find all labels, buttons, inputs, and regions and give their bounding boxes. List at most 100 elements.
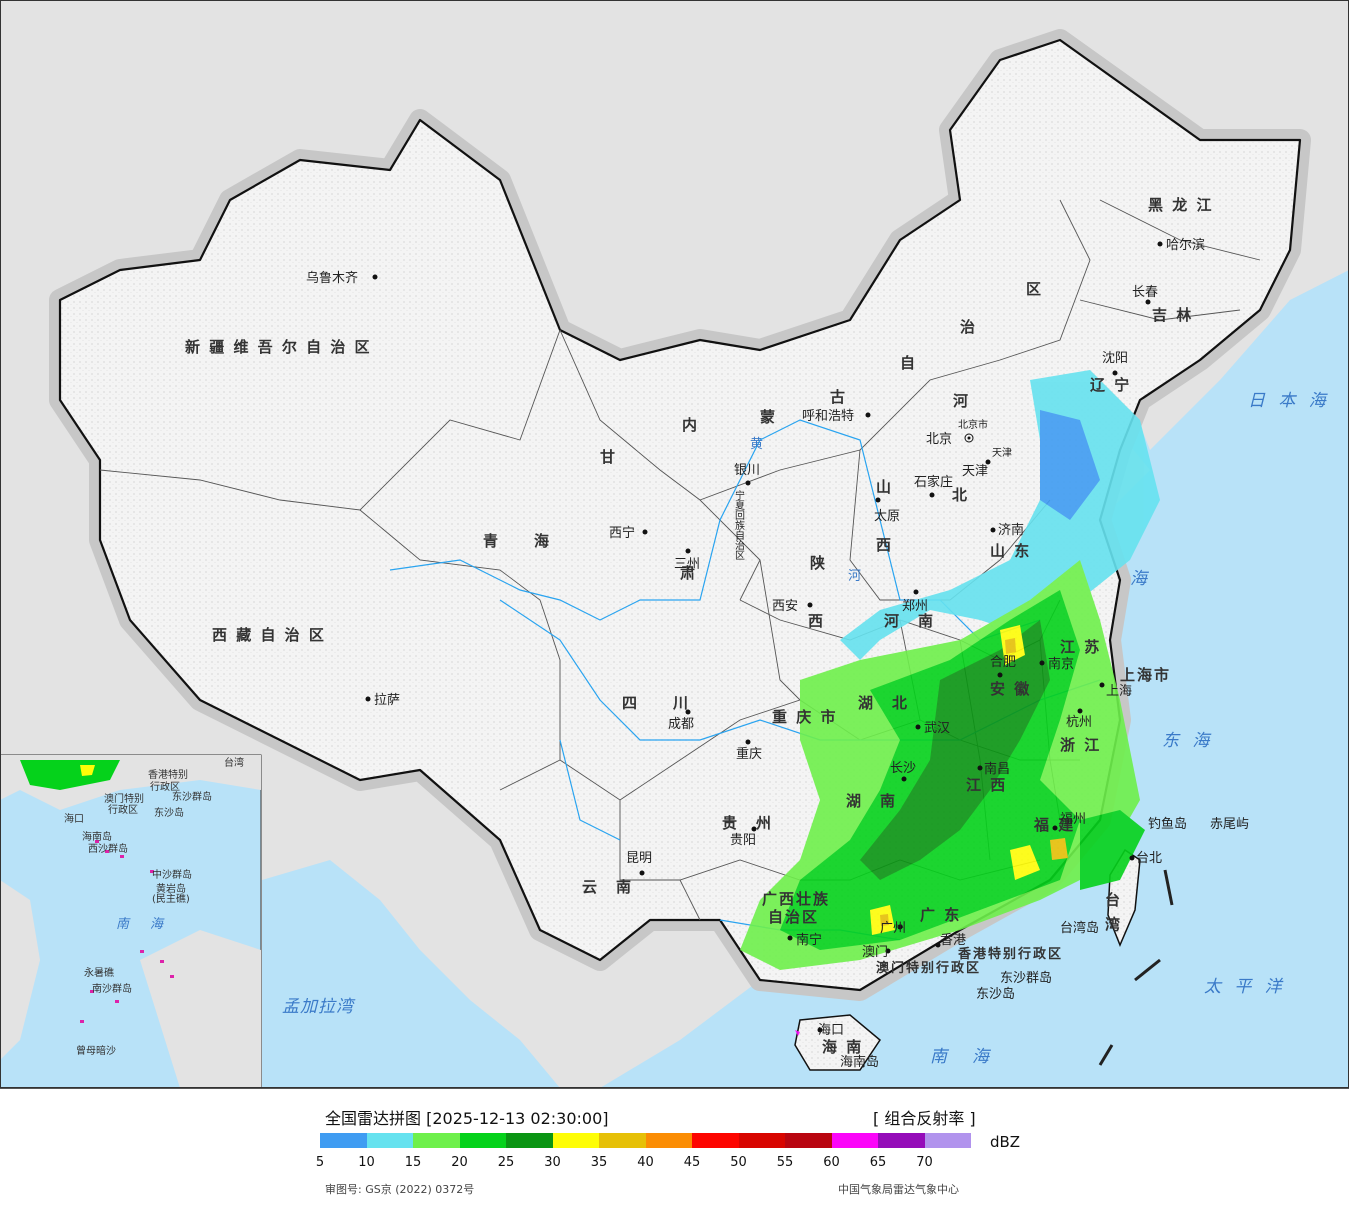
label-nanjing: 南京 [1048, 656, 1074, 672]
label-hongkong: 香港 [940, 933, 966, 948]
scale-tick-label: 10 [358, 1155, 375, 1170]
label-shenyang: 沈阳 [1102, 351, 1128, 366]
hainan-island-shape [794, 1014, 881, 1071]
scale-tick-label: 30 [544, 1155, 561, 1170]
radar-map: 新 疆 维 吾 尔 自 治 区 西 藏 自 治 区 青 海 甘 内 蒙 古 自 … [0, 0, 1349, 1088]
label-chengdu: 成都 [668, 717, 694, 732]
label-qinghai: 青 海 [483, 532, 551, 550]
label-xining: 西宁 [609, 525, 635, 541]
label-zhengzhou: 郑州 [902, 599, 928, 614]
label-macau: 澳门 [862, 944, 888, 960]
color-swatch [831, 1133, 878, 1148]
label-zhejiang: 浙 江 [1060, 736, 1101, 754]
inset-label-nansha: 南沙群岛 [92, 982, 132, 995]
label-hohhot: 呼和浩特 [802, 409, 854, 424]
label-xizang: 西 藏 自 治 区 [212, 626, 326, 644]
label-shanxi-2: 西 [876, 536, 893, 554]
color-swatch [878, 1133, 925, 1148]
scale-tick-label: 60 [823, 1155, 840, 1170]
label-guiyang: 贵阳 [730, 833, 756, 848]
label-shanghai: 上海市 [1120, 666, 1171, 684]
label-guangxi-1: 广西壮族 [762, 890, 830, 908]
label-diaoyu: 钓鱼岛 [1148, 816, 1187, 832]
nine-dash-line [1098, 869, 1174, 1066]
label-harbin: 哈尔滨 [1166, 237, 1205, 253]
scale-tick-label: 20 [451, 1155, 468, 1170]
label-guizhou: 贵 州 [722, 814, 773, 832]
label-south-china-sea: 南 海 [930, 1047, 993, 1067]
label-hubei: 湖 北 [858, 694, 909, 712]
label-beijing-city: 北京市 [958, 418, 988, 431]
label-sichuan: 四 川 [622, 694, 690, 712]
label-jiangxi: 江 西 [966, 776, 1007, 794]
legend-panel: 全国雷达拼图 [2025-12-13 02:30:00] [ 组合反射率 ] d… [0, 1088, 1349, 1209]
inset-label-taiwan: 台湾 [224, 756, 244, 769]
label-bay-of-bengal: 孟加拉湾 [282, 997, 356, 1017]
legend-title: 全国雷达拼图 [2025-12-13 02:30:00] [325, 1109, 609, 1128]
label-hainan-island: 海南岛 [840, 1054, 879, 1070]
scale-tick-label: 55 [776, 1155, 794, 1170]
legend-product: [ 组合反射率 ] [873, 1109, 976, 1128]
color-swatch [692, 1133, 739, 1148]
color-swatch [366, 1133, 413, 1148]
label-fuzhou: 福州 [1060, 812, 1086, 827]
inset-label-haikou: 海口 [64, 812, 84, 825]
label-hunan: 湖 南 [846, 792, 897, 810]
label-taiwan-island: 台湾岛 [1060, 920, 1099, 936]
inset-label-huangyan: 黄岩岛 [156, 882, 186, 895]
label-taipei: 台北 [1136, 851, 1162, 866]
label-neimenggu-5: 治 [960, 318, 977, 336]
label-gansu: 甘 [600, 448, 617, 466]
label-henan: 河 南 [884, 612, 935, 630]
inset-label-macau2: 行政区 [108, 803, 138, 816]
label-kunming: 昆明 [626, 851, 652, 866]
inset-label-zhongsha: 中沙群岛 [152, 868, 192, 881]
label-shaanxi-1: 陕 [810, 554, 827, 572]
color-swatch [738, 1133, 785, 1148]
label-neimenggu-1: 内 [682, 416, 699, 434]
label-macau-sar: 澳门特别行政区 [876, 960, 981, 976]
bay-of-bengal-water [262, 860, 560, 1088]
label-neimenggu-6: 区 [1026, 280, 1043, 298]
label-haikou: 海口 [818, 1023, 844, 1038]
review-number: 审图号: GS京 (2022) 0372号 [325, 1183, 475, 1196]
label-shanghai-pt: 上海 [1106, 684, 1132, 699]
label-taiwan: 台 湾 [1103, 891, 1121, 933]
label-guangdong: 广 东 [920, 906, 961, 924]
label-guangzhou: 广州 [880, 921, 906, 936]
label-guangxi-2: 自治区 [768, 908, 819, 926]
scale-tick-label: 50 [730, 1155, 747, 1170]
label-he: 河 [848, 569, 861, 584]
scale-tick-label: 35 [590, 1155, 608, 1170]
label-hainan: 海 南 [822, 1038, 863, 1056]
inset-label-macau: 澳门特别 [104, 792, 144, 805]
color-swatch [506, 1133, 553, 1148]
label-heilongjiang: 黑 龙 江 [1148, 196, 1213, 214]
color-swatch [552, 1133, 599, 1148]
inset-label-hk2: 行政区 [150, 780, 180, 793]
label-neimenggu-4: 自 [900, 354, 917, 372]
label-shijiazhuang: 石家庄 [914, 474, 953, 490]
label-ningxia: 宁夏回族自治区 [733, 489, 745, 560]
label-chongqing-pt: 重庆 [736, 746, 762, 762]
label-tianjin-city: 天津 [992, 447, 1012, 459]
label-chongqing: 重 庆 市 [772, 708, 837, 726]
label-jinan: 济南 [998, 522, 1024, 538]
city-markers [365, 241, 1163, 1033]
south-china-sea-inset [0, 754, 262, 1088]
label-liaoning: 辽 宁 [1090, 376, 1131, 394]
color-swatch [459, 1133, 506, 1148]
color-swatch [599, 1133, 646, 1148]
label-hk-sar: 香港特别行政区 [957, 946, 1063, 962]
color-swatch [320, 1133, 367, 1148]
label-dongsha-qundao: 东沙群岛 [1000, 970, 1052, 986]
label-tianjin: 天津 [962, 464, 988, 479]
scale-tick-label: 5 [315, 1155, 325, 1170]
label-xian: 西安 [772, 599, 798, 614]
color-swatch [924, 1133, 971, 1148]
label-lanzhou: 三州 [674, 557, 700, 572]
label-hangzhou: 杭州 [1066, 715, 1092, 730]
label-taiyuan: 太原 [874, 509, 900, 524]
label-hebei-2: 北 [952, 486, 969, 504]
label-yinchuan: 银川 [734, 463, 760, 478]
